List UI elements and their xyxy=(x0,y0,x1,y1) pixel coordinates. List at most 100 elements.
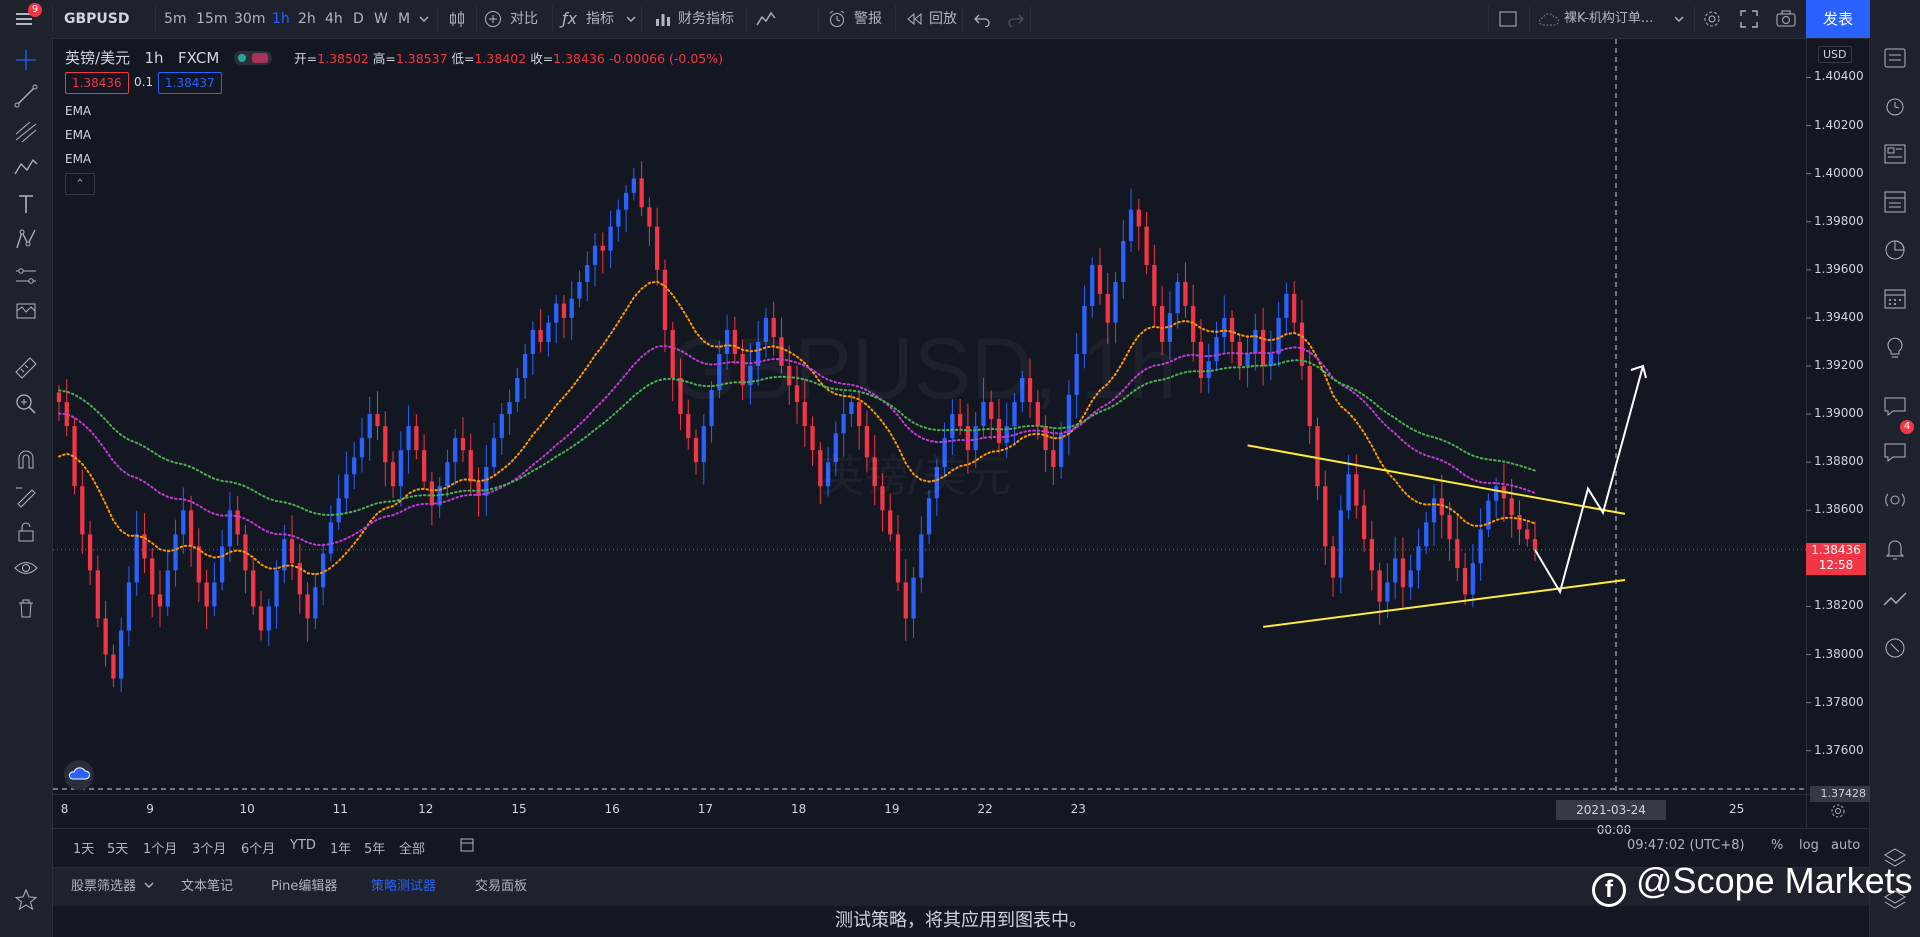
fib-retracement-icon[interactable] xyxy=(12,118,40,146)
timeframe-2h[interactable]: 2h xyxy=(298,11,316,27)
lower-trendline[interactable] xyxy=(1262,579,1626,628)
flag-icon[interactable] xyxy=(12,298,40,326)
range-3m[interactable]: 3个月 xyxy=(192,842,227,857)
snapshot-camera-icon[interactable] xyxy=(1776,10,1796,28)
auto-scale-toggle[interactable]: auto xyxy=(1831,838,1861,853)
help-icon[interactable] xyxy=(1881,634,1909,662)
candle xyxy=(305,582,310,642)
stay-in-drawing-mode-icon[interactable] xyxy=(12,482,40,510)
timeframe-m[interactable]: M xyxy=(398,11,411,27)
data-window-icon[interactable] xyxy=(1881,188,1909,216)
timeframe-dropdown-chevron-icon[interactable] xyxy=(419,13,429,23)
ema-fast-line[interactable] xyxy=(58,280,1536,576)
range-all[interactable]: 全部 xyxy=(399,842,426,857)
pattern-icon[interactable] xyxy=(12,154,40,182)
bell-icon[interactable] xyxy=(1881,534,1909,562)
alerts-clock-icon[interactable] xyxy=(1881,92,1909,120)
ema-slow-line[interactable] xyxy=(58,359,1536,516)
log-scale-toggle[interactable]: log xyxy=(1799,838,1819,853)
menu-button[interactable]: 9 xyxy=(14,3,42,29)
clock-timezone[interactable]: 09:47:02 (UTC+8) xyxy=(1627,838,1745,853)
timeframe-15m[interactable]: 15m xyxy=(196,11,228,27)
range-6m[interactable]: 6个月 xyxy=(241,842,276,857)
price-chart[interactable] xyxy=(53,39,1869,829)
axis-settings-gear-icon[interactable] xyxy=(1830,803,1846,819)
layout-selector[interactable]: 裸K-机构订单... xyxy=(1538,0,1688,38)
currency-label[interactable]: USD xyxy=(1818,46,1852,63)
settings-gear-icon[interactable] xyxy=(1702,9,1722,29)
chart-type-candles-icon[interactable] xyxy=(448,10,466,28)
redo-icon[interactable] xyxy=(1008,11,1024,28)
magnet-icon[interactable] xyxy=(12,446,40,474)
go-to-date-icon[interactable] xyxy=(459,837,477,857)
candle-body xyxy=(1136,209,1141,227)
eye-icon[interactable] xyxy=(12,554,40,582)
tab-trading-panel[interactable]: 交易面板 xyxy=(475,879,528,894)
layers-icon[interactable] xyxy=(1881,844,1909,872)
ask-price-box[interactable]: 1.38437 xyxy=(158,72,222,94)
range-1y[interactable]: 1年 xyxy=(330,842,352,857)
layout-toggle-icon[interactable] xyxy=(1499,11,1517,27)
ema-mid-line[interactable] xyxy=(58,344,1536,547)
range-ytd[interactable]: YTD xyxy=(290,838,316,853)
upper-trendline[interactable] xyxy=(1247,444,1626,515)
brand-text: @Scope Markets xyxy=(1636,860,1913,901)
trash-icon[interactable] xyxy=(12,594,40,622)
percent-scale-toggle[interactable]: % xyxy=(1771,838,1784,853)
prediction-icon[interactable] xyxy=(12,262,40,290)
favorites-star-icon[interactable] xyxy=(12,886,40,914)
timeframe-4h[interactable]: 4h xyxy=(325,11,343,27)
notifications-chat-icon[interactable] xyxy=(1881,438,1909,466)
candle-body xyxy=(888,510,893,535)
plot-area[interactable] xyxy=(53,39,1806,794)
indicator-ema-2[interactable]: EMA xyxy=(65,128,92,142)
divider xyxy=(641,6,642,32)
tradingview-logo[interactable] xyxy=(64,760,94,790)
crosshair-icon[interactable] xyxy=(12,46,40,74)
candle xyxy=(1284,282,1289,336)
tab-text-notes[interactable]: 文本笔记 xyxy=(181,879,234,894)
zoom-in-icon[interactable] xyxy=(12,390,40,418)
fullscreen-icon[interactable] xyxy=(1740,10,1758,28)
undo-icon[interactable] xyxy=(974,11,990,28)
symbol-search[interactable]: GBPUSD xyxy=(64,11,130,27)
hotlists-icon[interactable] xyxy=(1881,236,1909,264)
range-5y[interactable]: 5年 xyxy=(364,842,386,857)
trend-line-icon[interactable] xyxy=(12,82,40,110)
tab-pine-editor[interactable]: Pine编辑器 xyxy=(271,879,338,894)
timeframe-w[interactable]: W xyxy=(374,11,388,27)
indicator-ema-1[interactable]: EMA xyxy=(65,104,92,118)
indicator-ema-3[interactable]: EMA xyxy=(65,152,92,166)
object-tree-icon[interactable] xyxy=(1881,886,1909,914)
candle xyxy=(522,343,528,399)
range-5d[interactable]: 5天 xyxy=(107,842,129,857)
tab-stock-screener[interactable]: 股票筛选器 xyxy=(71,868,154,906)
publish-button[interactable]: 发表 xyxy=(1806,0,1870,38)
ruler-icon[interactable] xyxy=(12,354,40,382)
projection-icon[interactable] xyxy=(12,226,40,254)
watchlist-icon[interactable] xyxy=(1881,44,1909,72)
ideas-lightbulb-icon[interactable] xyxy=(1881,332,1909,360)
text-tool-icon[interactable] xyxy=(12,190,40,218)
market-chart-icon[interactable] xyxy=(1881,586,1909,614)
candle xyxy=(1323,470,1328,565)
streams-icon[interactable] xyxy=(1881,486,1909,514)
calendar-icon[interactable] xyxy=(1881,284,1909,312)
projection-path-arrow[interactable] xyxy=(1534,365,1644,595)
timeframe-d[interactable]: D xyxy=(353,11,364,27)
legend-symbol-name[interactable]: 英镑/美元 xyxy=(65,49,131,67)
tab-strategy-tester[interactable]: 策略测试器 xyxy=(371,879,437,894)
bid-price-box[interactable]: 1.38436 xyxy=(65,72,129,94)
legend-visibility-toggle[interactable] xyxy=(233,51,272,65)
chat-icon[interactable] xyxy=(1881,392,1909,420)
candle xyxy=(748,343,753,405)
candle-body xyxy=(561,303,567,318)
news-icon[interactable] xyxy=(1881,140,1909,168)
legend-collapse-button[interactable]: ⌃ xyxy=(65,173,95,195)
timeframe-1h[interactable]: 1h xyxy=(272,11,290,27)
range-1m[interactable]: 1个月 xyxy=(143,842,178,857)
timeframe-5m[interactable]: 5m xyxy=(164,11,187,27)
range-1d[interactable]: 1天 xyxy=(73,842,95,857)
timeframe-30m[interactable]: 30m xyxy=(234,11,266,27)
lock-icon[interactable] xyxy=(12,518,40,546)
